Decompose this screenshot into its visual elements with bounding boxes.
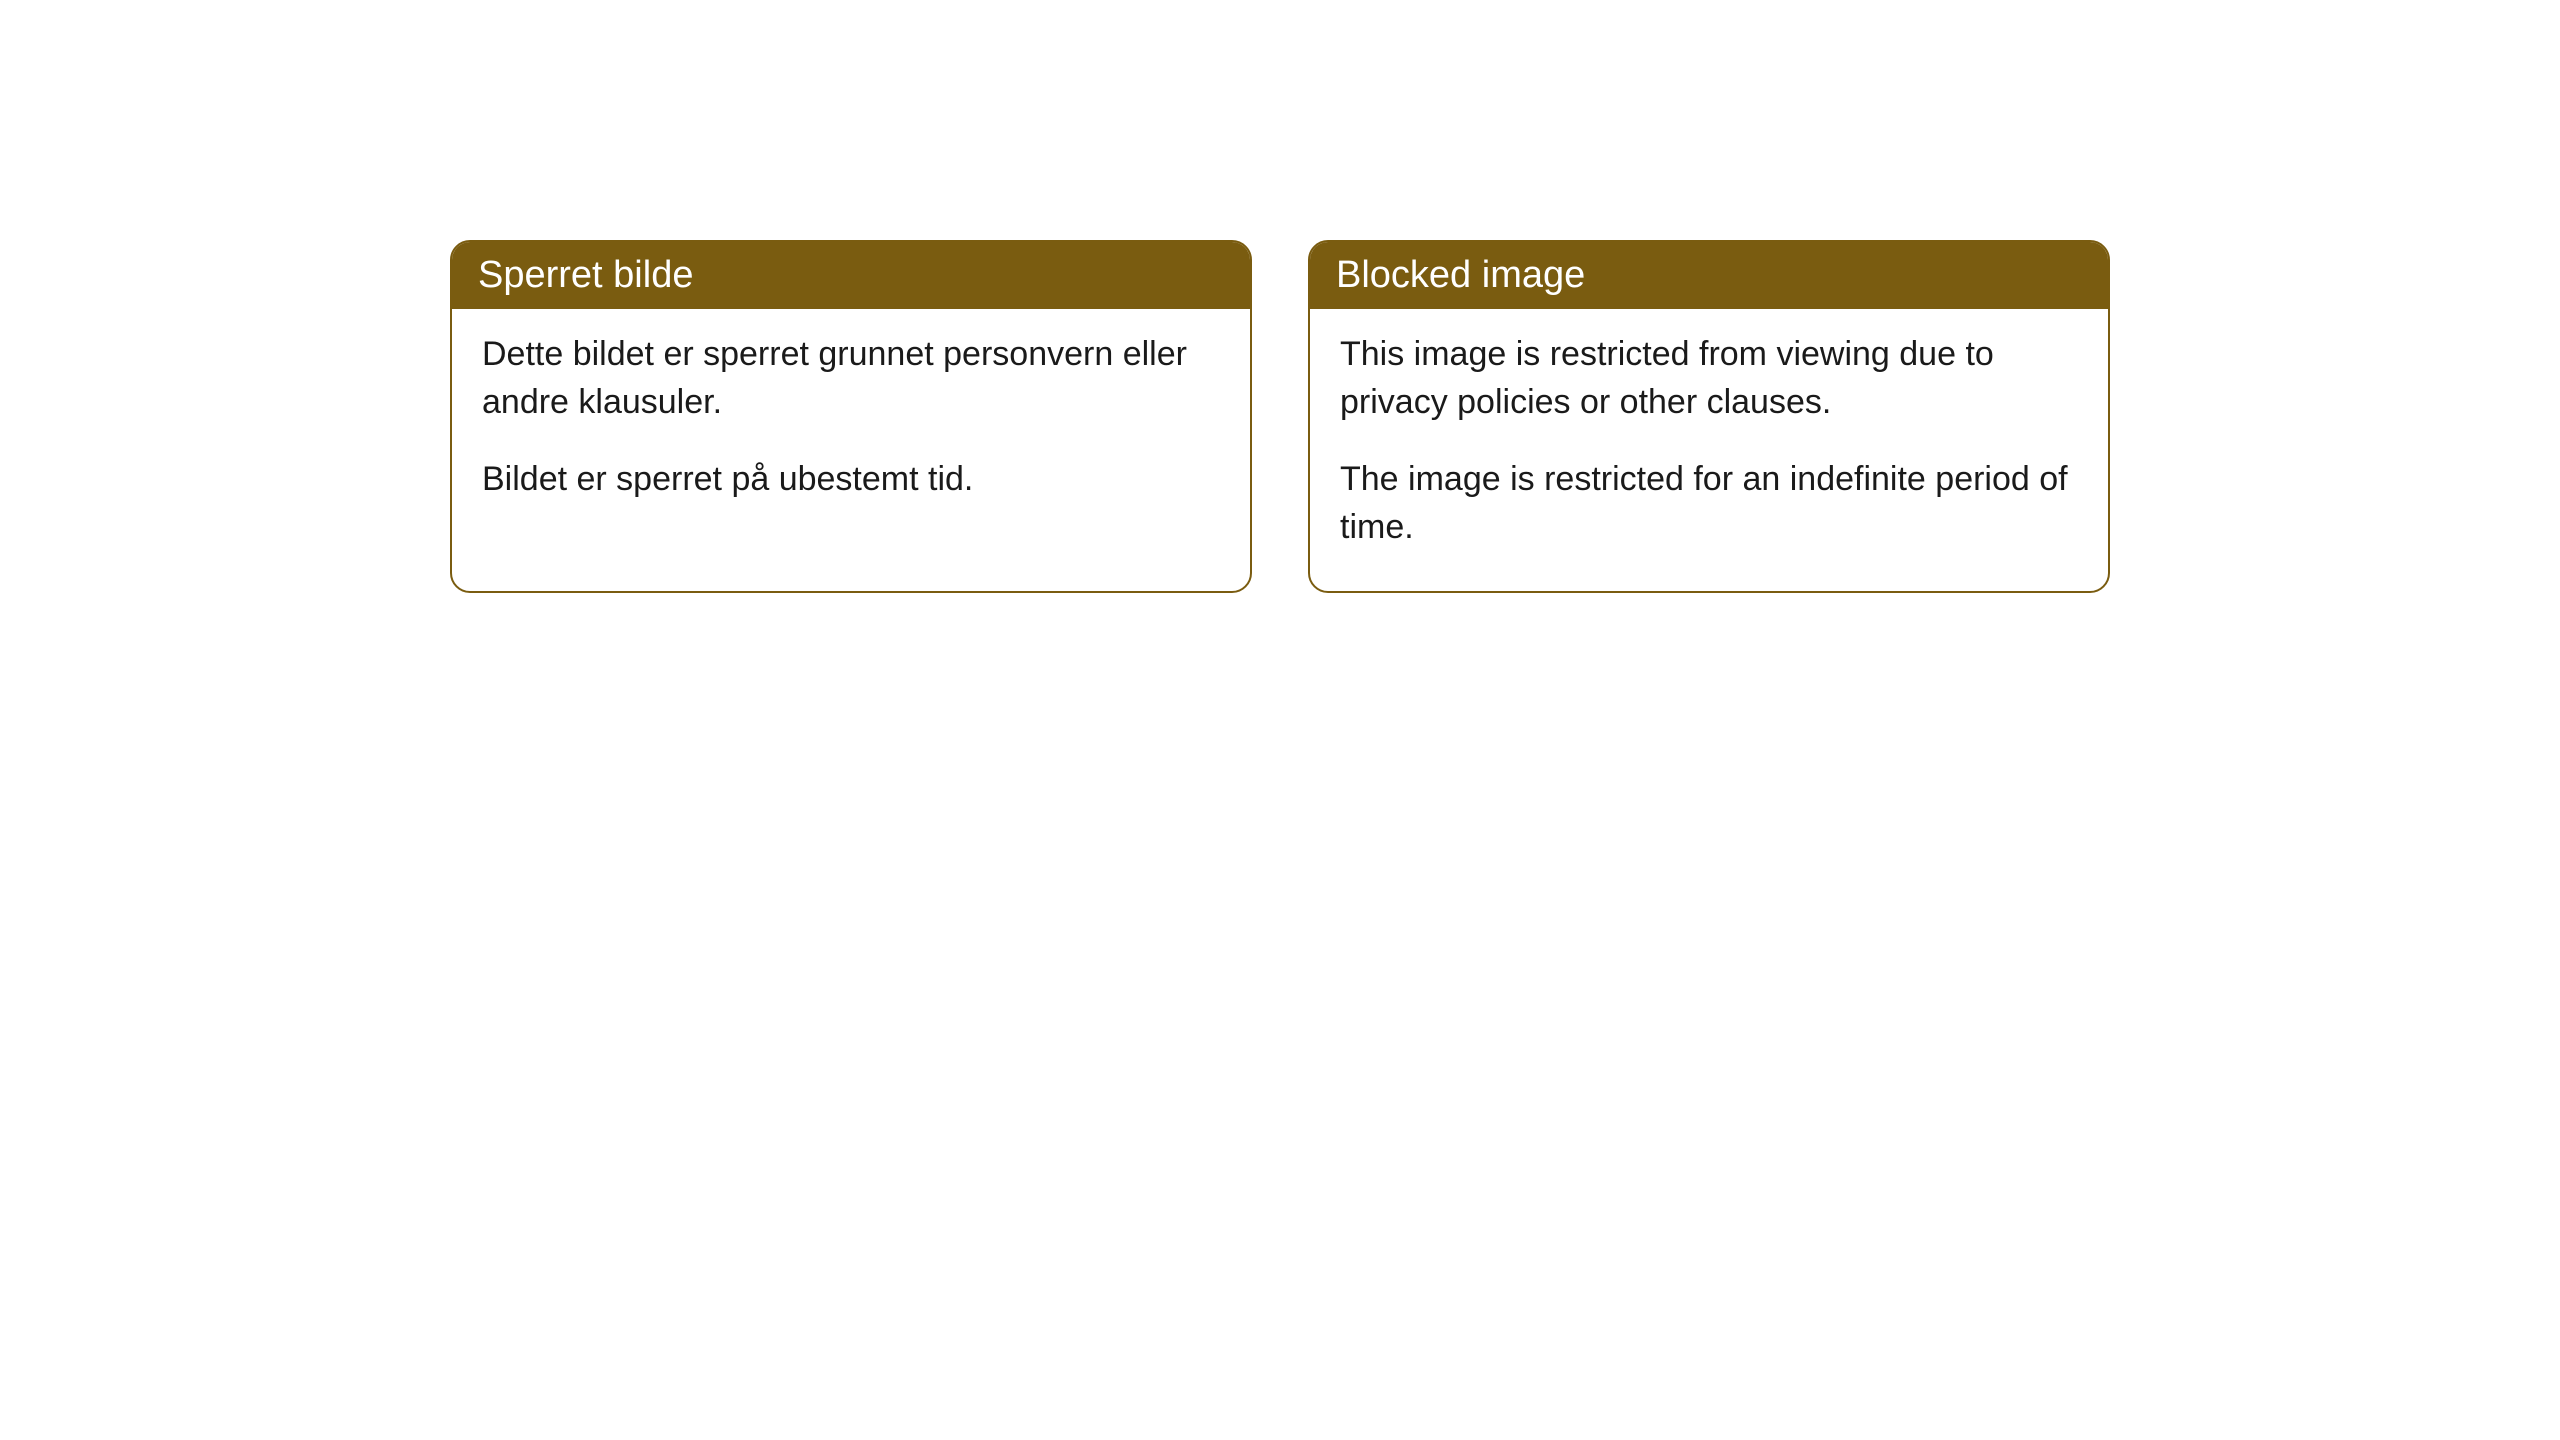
card-title: Blocked image [1336,254,1585,296]
card-paragraph: This image is restricted from viewing du… [1340,331,2078,426]
card-paragraph: Bildet er sperret på ubestemt tid. [482,456,1220,504]
notice-container: Sperret bilde Dette bildet er sperret gr… [0,240,2560,593]
card-paragraph: Dette bildet er sperret grunnet personve… [482,331,1220,426]
card-title: Sperret bilde [478,254,693,296]
card-body: Dette bildet er sperret grunnet personve… [452,309,1250,544]
card-body: This image is restricted from viewing du… [1310,309,2108,591]
notice-card-norwegian: Sperret bilde Dette bildet er sperret gr… [450,240,1252,593]
card-header: Sperret bilde [452,242,1250,309]
card-header: Blocked image [1310,242,2108,309]
notice-card-english: Blocked image This image is restricted f… [1308,240,2110,593]
card-paragraph: The image is restricted for an indefinit… [1340,456,2078,551]
